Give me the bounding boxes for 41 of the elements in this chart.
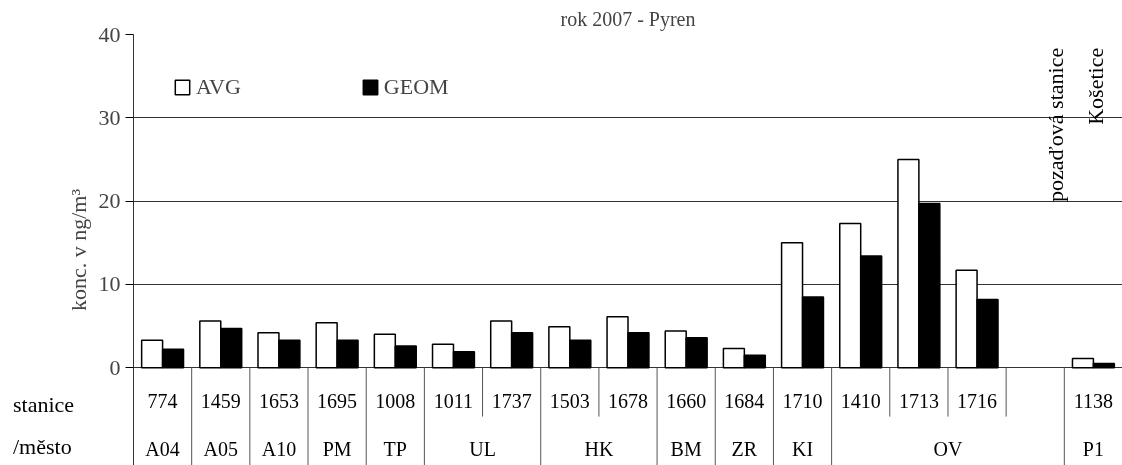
text: OV bbox=[933, 437, 963, 460]
x-tick-label: 1503 bbox=[549, 389, 590, 412]
annotation: pozaďová stanice bbox=[1042, 47, 1068, 202]
x-tick-label: 1678 bbox=[608, 389, 648, 412]
x-tick-label: 1008 bbox=[375, 389, 416, 412]
legend-label: GEOM bbox=[383, 74, 449, 100]
x-tick-label: 1737 bbox=[491, 389, 532, 412]
x-tick-label: 1138 bbox=[1073, 389, 1114, 412]
text: A04 bbox=[145, 437, 180, 460]
x-tick-label: 774 bbox=[147, 389, 178, 412]
text: KI bbox=[791, 437, 814, 460]
x-tick-label: 1660 bbox=[666, 389, 707, 412]
y-axis-title: konc. v ng/m³ bbox=[65, 188, 91, 312]
y-tick-label: 20 bbox=[98, 188, 121, 214]
x-tick-label: 1653 bbox=[258, 389, 299, 412]
text: A05 bbox=[203, 437, 238, 460]
legend-label: AVG bbox=[196, 74, 241, 100]
x-tick-label: 1410 bbox=[840, 389, 881, 412]
text: P1 bbox=[1082, 437, 1104, 460]
text: PM bbox=[322, 437, 352, 460]
text: UL bbox=[469, 437, 496, 460]
text: /město bbox=[13, 433, 72, 461]
text: A10 bbox=[261, 437, 297, 460]
x-tick-label: 1459 bbox=[200, 389, 241, 412]
text: TP bbox=[383, 437, 407, 460]
y-tick-label: 0 bbox=[109, 354, 121, 380]
x-tick-label: 1716 bbox=[957, 389, 998, 412]
y-tick-label: 40 bbox=[98, 21, 121, 47]
text: stanice bbox=[13, 391, 75, 419]
x-tick-label: 1710 bbox=[782, 389, 823, 412]
annotation: Košetice bbox=[1082, 47, 1108, 125]
text: HK bbox=[584, 437, 614, 460]
x-tick-label: 1011 bbox=[433, 389, 474, 412]
chart-title: rok 2007 - Pyren bbox=[560, 7, 696, 31]
x-tick-label: 1684 bbox=[724, 389, 765, 412]
x-tick-label: 1713 bbox=[898, 389, 939, 412]
text: BM bbox=[670, 437, 702, 460]
x-tick-label: 1695 bbox=[317, 389, 358, 412]
y-tick-label: 30 bbox=[98, 104, 121, 130]
text: ZR bbox=[731, 437, 758, 460]
y-tick-label: 10 bbox=[98, 271, 121, 297]
